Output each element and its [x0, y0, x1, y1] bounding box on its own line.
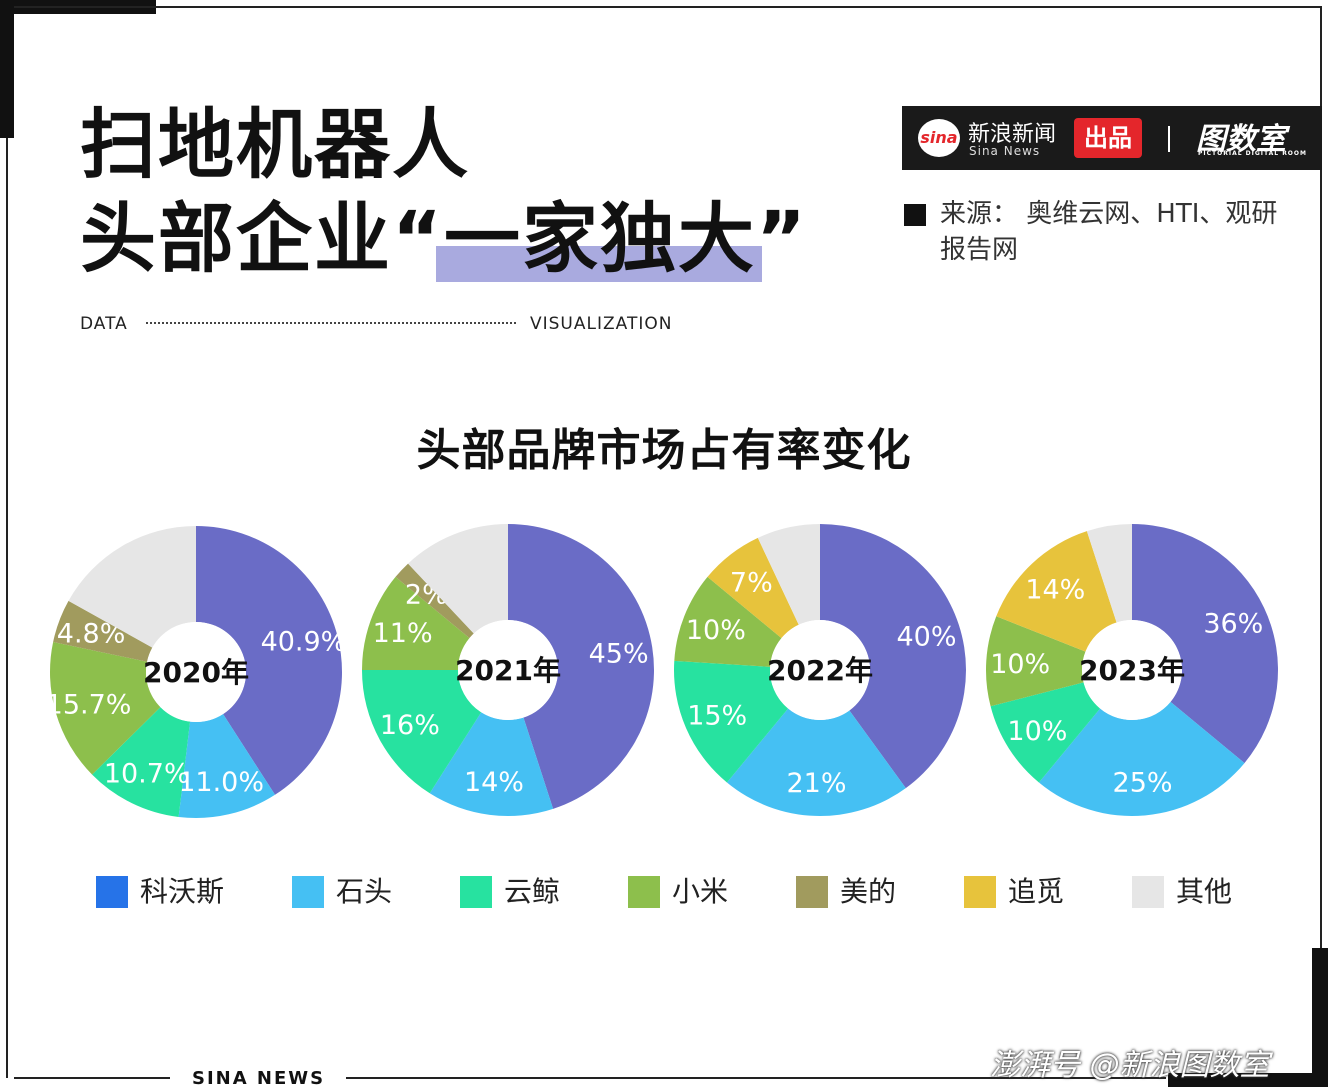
slice-label: 14%	[464, 767, 524, 798]
legend-swatch	[460, 876, 492, 908]
slice-2020年-云鲸	[92, 707, 191, 817]
data-label: DATA	[80, 314, 128, 334]
source-square-icon	[904, 204, 926, 226]
slice-label: 7%	[730, 568, 773, 599]
legend-swatch	[292, 876, 324, 908]
title-line-2-pre: 头部企业“	[80, 194, 444, 283]
tushushi-logo: 图数室	[1196, 122, 1286, 157]
slice-label: 10%	[990, 649, 1050, 680]
frame-border-left	[6, 138, 8, 1078]
title-highlight	[436, 246, 762, 282]
frame-edge-left	[0, 0, 14, 138]
year-label: 2020年	[143, 656, 249, 689]
slice-2023年-石头	[1038, 701, 1245, 816]
legend-label: 其他	[1176, 875, 1233, 908]
donut-hole	[458, 620, 558, 720]
slice-2023年-追觅	[996, 531, 1117, 652]
slice-label: 10.7%	[104, 759, 190, 790]
year-label: 2022年	[767, 654, 873, 687]
sina-logo-icon: sina	[918, 119, 960, 157]
source-text: 来源： 奥维云网、HTI、观研报告网	[940, 199, 1278, 265]
slice-2022年-云鲸	[673, 660, 789, 783]
sina-news-sub: Sina News	[969, 144, 1041, 158]
title-line-2: 头部企业“一家独大”	[80, 192, 808, 286]
frame-border-top	[14, 6, 1322, 8]
slice-2021年-小米	[362, 576, 470, 670]
legend-label: 云鲸	[504, 875, 561, 908]
year-label: 2021年	[455, 654, 561, 687]
slice-2020年-小米	[49, 641, 161, 775]
legend-label: 石头	[336, 875, 393, 908]
legend-swatch	[796, 876, 828, 908]
legend-label: 美的	[840, 875, 897, 908]
slice-label: 25%	[1113, 768, 1173, 799]
slice-2020年-其他	[68, 526, 196, 648]
slice-2020年-美的	[53, 600, 153, 662]
slice-label: 40%	[897, 621, 957, 652]
slice-2023年-其他	[1086, 524, 1132, 623]
title-line-2-highlight-text: 一家独大	[443, 194, 756, 283]
footer-sina-news: SINA NEWS	[192, 1068, 326, 1089]
frame-corner-bottom-right-h	[1168, 1073, 1328, 1087]
slice-label: 40.9%	[261, 626, 347, 657]
slice-label: 11%	[373, 618, 433, 649]
visualization-label: VISUALIZATION	[530, 314, 673, 334]
chart-title: 头部品牌市场占有率变化	[416, 425, 912, 476]
slice-label: 15.7%	[46, 690, 132, 721]
slice-2020年-科沃斯	[196, 526, 342, 795]
footer-line-left	[14, 1077, 170, 1079]
slice-label: 36%	[1203, 608, 1263, 639]
title-line-1: 扫地机器人	[80, 100, 470, 189]
frame-corner-bottom-right	[1312, 948, 1328, 1087]
slice-2023年-云鲸	[990, 682, 1101, 783]
page-title: 扫地机器人 头部企业“一家独大”	[80, 98, 808, 286]
brand-separator	[1168, 126, 1170, 152]
legend-swatch	[1132, 876, 1164, 908]
slice-2021年-其他	[408, 524, 508, 634]
slice-label: 16%	[380, 710, 440, 741]
donut-hole	[1082, 620, 1182, 720]
legend-label: 科沃斯	[140, 875, 225, 908]
brand-bar: sina 新浪新闻 Sina News 出品 图数室 PICTORIAL DIG…	[902, 106, 1322, 170]
slice-2021年-科沃斯	[508, 524, 655, 809]
slice-label: 10%	[1007, 716, 1067, 747]
slice-label: 10%	[686, 615, 746, 646]
slice-2021年-石头	[429, 712, 554, 816]
legend-swatch	[96, 876, 128, 908]
slice-label: 15%	[687, 700, 747, 731]
slice-label: 14%	[1025, 574, 1085, 605]
legend-swatch	[628, 876, 660, 908]
frame-border-right	[1320, 6, 1322, 948]
footer-line-right	[346, 1077, 1166, 1079]
slice-2022年-追觅	[707, 537, 799, 639]
dotted-divider	[146, 322, 516, 324]
sina-news-name: 新浪新闻	[968, 122, 1057, 147]
tushushi-sub: PICTORIAL DIGITAL ROOM	[1198, 150, 1307, 157]
slice-2021年-美的	[395, 563, 474, 639]
slice-label: 21%	[786, 768, 846, 799]
slice-2022年-石头	[726, 708, 906, 816]
year-label: 2023年	[1079, 654, 1185, 687]
legend-label: 追觅	[1008, 875, 1065, 908]
slice-2022年-其他	[757, 524, 820, 625]
watermark: 澎湃号 @新浪图数室	[990, 1048, 1270, 1083]
legend-label: 小米	[672, 875, 729, 908]
legend-swatch	[964, 876, 996, 908]
slice-2023年-小米	[986, 616, 1086, 707]
slice-2020年-石头	[178, 714, 276, 818]
produced-by-badge: 出品	[1074, 118, 1142, 158]
slice-2022年-科沃斯	[820, 524, 966, 789]
slice-2021年-云鲸	[362, 670, 482, 794]
slice-2023年-科沃斯	[1132, 524, 1278, 764]
donut-hole	[146, 622, 246, 722]
slice-label: 11.0%	[178, 767, 264, 798]
slice-2022年-小米	[674, 576, 782, 667]
title-line-2-post: ”	[755, 194, 808, 283]
slice-label: 45%	[589, 638, 649, 669]
donut-hole	[770, 620, 870, 720]
